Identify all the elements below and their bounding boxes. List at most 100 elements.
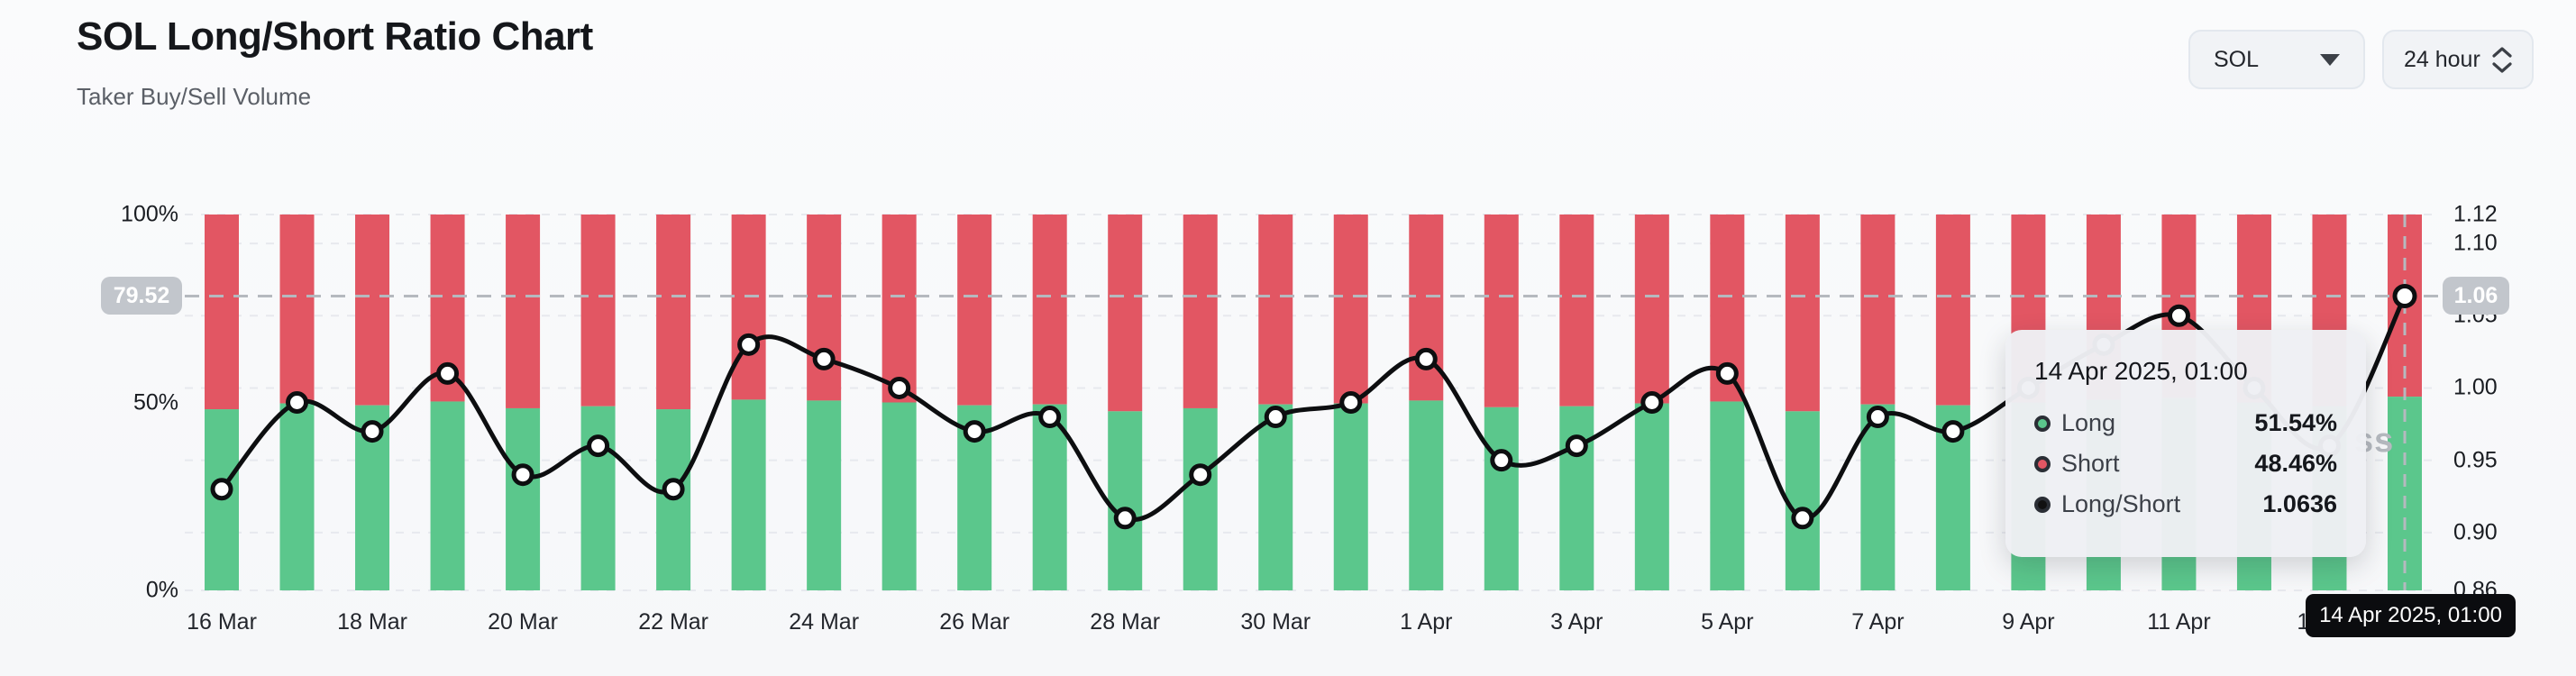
ratio-point[interactable] xyxy=(1339,391,1363,414)
bar-long[interactable] xyxy=(1258,404,1293,590)
ratio-point[interactable] xyxy=(1791,507,1814,530)
bar-long[interactable] xyxy=(2388,397,2422,590)
bar-short[interactable] xyxy=(205,215,239,410)
ratio-point[interactable] xyxy=(436,361,460,385)
bar-short[interactable] xyxy=(1258,215,1293,405)
x-axis-label: 3 Apr xyxy=(1550,609,1603,635)
bar-short[interactable] xyxy=(1634,215,1669,404)
spinner-updown-icon xyxy=(2492,46,2512,73)
ratio-point[interactable] xyxy=(587,434,610,458)
ratio-point[interactable] xyxy=(1264,406,1287,429)
x-axis-crosshair-tooltip: 14 Apr 2025, 01:00 xyxy=(2306,594,2516,637)
ratio-point[interactable] xyxy=(2167,304,2190,327)
ratio-point[interactable] xyxy=(361,420,384,443)
bar-long[interactable] xyxy=(1860,404,1895,590)
ratio-point[interactable] xyxy=(812,347,836,370)
ratio-point[interactable] xyxy=(2392,283,2417,308)
bar-short[interactable] xyxy=(1484,215,1519,407)
ratio-point[interactable] xyxy=(1640,391,1664,414)
bar-short[interactable] xyxy=(1032,215,1067,405)
ratio-point[interactable] xyxy=(888,376,911,399)
bar-short[interactable] xyxy=(355,215,390,406)
y-axis-right-label: 1.10 xyxy=(2453,230,2498,256)
ratio-point[interactable] xyxy=(1565,434,1588,458)
symbol-select[interactable]: SOL xyxy=(2188,30,2365,89)
y-axis-right-label: 0.95 xyxy=(2453,447,2498,473)
bar-short[interactable] xyxy=(506,215,541,408)
tooltip-date: 14 Apr 2025, 01:00 xyxy=(2034,357,2248,385)
bar-short[interactable] xyxy=(882,215,917,403)
bar-long[interactable] xyxy=(1108,411,1143,590)
page-title: SOL Long/Short Ratio Chart xyxy=(77,14,593,59)
bar-long[interactable] xyxy=(731,399,766,590)
bar-short[interactable] xyxy=(807,215,842,401)
y-axis-left-label: 100% xyxy=(121,201,178,227)
tooltip-series-label: Short xyxy=(2061,450,2120,477)
bar-long[interactable] xyxy=(1032,404,1067,590)
tooltip-row: Long/Short 1.0636 xyxy=(2034,490,2337,518)
bar-long[interactable] xyxy=(1634,403,1669,590)
bar-long[interactable] xyxy=(1183,407,1218,590)
bar-short[interactable] xyxy=(1860,215,1895,405)
bar-short[interactable] xyxy=(1559,215,1594,407)
series-dot-icon xyxy=(2034,496,2051,513)
bar-long[interactable] xyxy=(430,401,465,590)
ratio-point[interactable] xyxy=(511,463,534,487)
bar-long[interactable] xyxy=(1785,411,1820,590)
bar-long[interactable] xyxy=(882,402,917,591)
bar-long[interactable] xyxy=(1484,407,1519,590)
bar-short[interactable] xyxy=(1935,215,1970,406)
bar-long[interactable] xyxy=(506,407,541,590)
interval-select[interactable]: 24 hour xyxy=(2382,30,2534,89)
tooltip-series-label: Long xyxy=(2061,409,2116,436)
x-axis-label: 9 Apr xyxy=(2002,609,2055,635)
ratio-point[interactable] xyxy=(1189,463,1212,487)
x-axis-label: 1 Apr xyxy=(1400,609,1453,635)
ratio-point[interactable] xyxy=(210,478,233,501)
x-axis-label: 20 Mar xyxy=(488,609,558,635)
bar-short[interactable] xyxy=(731,215,766,400)
y-axis-right-label: 0.90 xyxy=(2453,519,2498,545)
ratio-point[interactable] xyxy=(737,333,761,356)
ratio-point[interactable] xyxy=(1113,507,1137,530)
bar-short[interactable] xyxy=(1108,215,1143,412)
bar-long[interactable] xyxy=(279,403,315,590)
ratio-point[interactable] xyxy=(963,420,986,443)
y-axis-left-label: 50% xyxy=(132,389,178,415)
x-axis-label: 16 Mar xyxy=(187,609,257,635)
ratio-point[interactable] xyxy=(286,391,309,414)
bar-short[interactable] xyxy=(957,215,992,406)
bar-long[interactable] xyxy=(807,400,842,590)
ratio-point[interactable] xyxy=(1715,361,1739,385)
bar-short[interactable] xyxy=(279,215,315,404)
series-dot-icon xyxy=(2034,455,2051,472)
bar-short[interactable] xyxy=(580,215,616,407)
bar-short[interactable] xyxy=(1785,215,1820,412)
ratio-point[interactable] xyxy=(1038,406,1062,429)
ratio-point[interactable] xyxy=(1941,420,1965,443)
bar-long[interactable] xyxy=(1409,400,1444,590)
tooltip-series-value: 51.54% xyxy=(2254,409,2337,436)
bar-short[interactable] xyxy=(1333,215,1368,404)
left-axis-crosshair-badge: 79.52 xyxy=(101,277,182,315)
x-axis-label: 5 Apr xyxy=(1701,609,1754,635)
tooltip-series-label: Long/Short xyxy=(2061,490,2181,517)
x-axis-label: 30 Mar xyxy=(1240,609,1311,635)
bar-long[interactable] xyxy=(1710,401,1745,590)
ratio-point[interactable] xyxy=(1866,406,1889,429)
ratio-point[interactable] xyxy=(1490,449,1513,472)
bar-long[interactable] xyxy=(580,406,616,590)
bar-long[interactable] xyxy=(1559,406,1594,590)
x-axis-label: 18 Mar xyxy=(337,609,407,635)
bar-short[interactable] xyxy=(1183,215,1218,408)
bar-long[interactable] xyxy=(1333,403,1368,590)
bar-short[interactable] xyxy=(656,215,691,410)
ratio-point[interactable] xyxy=(1414,347,1438,370)
x-axis-label: 11 Apr xyxy=(2147,609,2211,635)
x-axis-label: 26 Mar xyxy=(939,609,1010,635)
right-axis-crosshair-badge: 1.06 xyxy=(2443,277,2509,315)
bar-short[interactable] xyxy=(1409,215,1444,401)
ratio-point[interactable] xyxy=(662,478,685,501)
